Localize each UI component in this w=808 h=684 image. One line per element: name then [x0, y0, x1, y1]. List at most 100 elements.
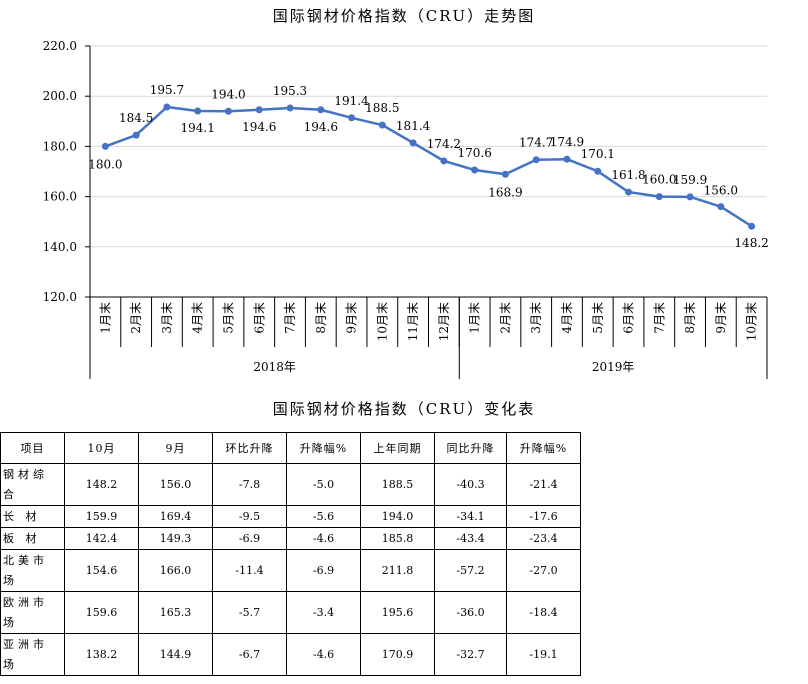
table-row: 欧洲市场 159.6 165.3 -5.7 -3.4 195.6 -36.0 -18.4 [0, 591, 581, 634]
header-oct: 10月 [64, 432, 139, 464]
x-tick-label: 6月末 [252, 302, 266, 334]
series-line [101, 103, 756, 230]
data-point [286, 104, 294, 112]
data-point [655, 193, 663, 201]
row-name: 板 材 [0, 527, 65, 550]
data-label: 174.7 [519, 136, 553, 150]
table-cell: -17.6 [506, 505, 581, 528]
x-tick-label: 10月末 [375, 302, 389, 341]
header-mom-pct: 升降幅% [286, 432, 361, 464]
data-point [101, 142, 109, 150]
table-cell: 142.4 [64, 527, 139, 550]
table-cell: 149.3 [138, 527, 213, 550]
y-tick-labels: 120.0 140.0 160.0 180.0 200.0 220.0 [43, 39, 77, 304]
x-tick-label: 4月末 [191, 302, 205, 334]
data-point [440, 157, 448, 165]
data-label: 170.1 [581, 147, 615, 161]
data-point [563, 155, 571, 163]
table-cell: -6.9 [286, 549, 361, 592]
data-label: 191.4 [334, 94, 369, 108]
data-point [132, 131, 140, 139]
data-label: 148.2 [734, 236, 768, 250]
table-cell: 211.8 [360, 549, 435, 592]
header-item: 项目 [0, 432, 65, 464]
table-cell: -4.6 [286, 633, 361, 676]
table-cell: 138.2 [64, 633, 139, 676]
data-label: 168.9 [488, 185, 522, 199]
table-title: 国际钢材价格指数（CRU）变化表 [272, 400, 536, 418]
x-tick-label: 5月末 [591, 302, 605, 334]
header-yoy-pct: 升降幅% [506, 432, 581, 464]
row-name: 钢材综合 [0, 463, 65, 506]
data-label: 194.6 [304, 120, 338, 134]
data-point [532, 156, 540, 164]
data-label: 160.0 [642, 173, 676, 187]
x-tick-label: 11月末 [406, 302, 420, 341]
table-cell: 194.0 [360, 505, 435, 528]
table-cell: 185.8 [360, 527, 435, 550]
x-tick-label: 2月末 [498, 302, 512, 334]
row-name: 欧洲市场 [0, 591, 65, 634]
table-cell: -32.7 [434, 633, 507, 676]
table-cell: -5.0 [286, 463, 361, 506]
table-cell: 144.9 [138, 633, 213, 676]
year-group-label: 2018年 [253, 360, 296, 374]
data-point [348, 114, 356, 122]
data-labels: 180.0 184.5 195.7 194.1 194.0 194.6 195.3 194.6… [88, 83, 769, 250]
table-cell: -9.5 [212, 505, 287, 528]
chart-title: 国际钢材价格指数（CRU）走势图 [272, 7, 536, 25]
year-group-label: 2019年 [592, 360, 635, 374]
row-name: 北美市场 [0, 549, 65, 592]
data-label: 181.4 [396, 119, 431, 133]
table-row: 钢材综合 148.2 156.0 -7.8 -5.0 188.5 -40.3 -21.4 [0, 463, 581, 506]
data-label: 156.0 [704, 184, 738, 198]
table-cell: -6.9 [212, 527, 287, 550]
x-tick-label: 9月末 [714, 302, 728, 334]
table-cell: 169.4 [138, 505, 213, 528]
data-label: 184.5 [119, 111, 153, 125]
header-last-year: 上年同期 [360, 432, 435, 464]
table-cell: -11.4 [212, 549, 287, 592]
y-tick-label: 160.0 [43, 190, 77, 204]
x-tick-label: 5月末 [221, 302, 235, 334]
data-label: 195.7 [150, 83, 184, 97]
table-cell: -36.0 [434, 591, 507, 634]
x-tick-label: 3月末 [529, 302, 543, 334]
table-row: 板 材 142.4 149.3 -6.9 -4.6 185.8 -43.4 -23.4 [0, 527, 581, 550]
x-tick-label: 9月末 [345, 302, 359, 334]
change-table: 项目 10月 9月 环比升降 升降幅% 上年同期 同比升降 升降幅% 钢材综合 1… [0, 432, 581, 676]
x-tick-label: 2月末 [129, 302, 143, 334]
y-tick-label: 180.0 [43, 139, 77, 153]
x-tick-label: 1月末 [98, 302, 112, 334]
data-point [163, 103, 171, 111]
data-point [748, 222, 756, 230]
data-label: 180.0 [88, 157, 122, 171]
y-tick-label: 200.0 [43, 89, 77, 103]
table-row: 亚洲市场 138.2 144.9 -6.7 -4.6 170.9 -32.7 -19.1 [0, 633, 581, 676]
table-cell: -19.1 [506, 633, 581, 676]
table-cell: 148.2 [64, 463, 139, 506]
table-cell: 165.3 [138, 591, 213, 634]
x-tick-label: 4月末 [560, 302, 574, 334]
y-tick-label: 120.0 [43, 290, 77, 304]
data-label: 194.6 [242, 120, 276, 134]
header-yoy-change: 同比升降 [434, 432, 507, 464]
x-tick-label: 1月末 [468, 302, 482, 334]
table-header-row: 项目 10月 9月 环比升降 升降幅% 上年同期 同比升降 升降幅% [0, 432, 581, 464]
axes [85, 45, 768, 379]
table-cell: -23.4 [506, 527, 581, 550]
gridlines [90, 45, 767, 248]
table-row: 长 材 159.9 169.4 -9.5 -5.6 194.0 -34.1 -17.6 [0, 505, 581, 528]
line-chart: 120.0 140.0 160.0 180.0 200.0 220.0 1月末 2月末 3月末… [43, 39, 769, 379]
x-tick-label: 7月末 [652, 302, 666, 334]
data-label: 170.6 [457, 146, 491, 160]
data-point [686, 193, 694, 201]
y-tick-label: 220.0 [43, 39, 77, 53]
table-cell: 166.0 [138, 549, 213, 592]
data-point [224, 107, 232, 115]
table-cell: 195.6 [360, 591, 435, 634]
table-cell: -34.1 [434, 505, 507, 528]
header-mom-change: 环比升降 [212, 432, 287, 464]
table-cell: 188.5 [360, 463, 435, 506]
table-cell: -27.0 [506, 549, 581, 592]
